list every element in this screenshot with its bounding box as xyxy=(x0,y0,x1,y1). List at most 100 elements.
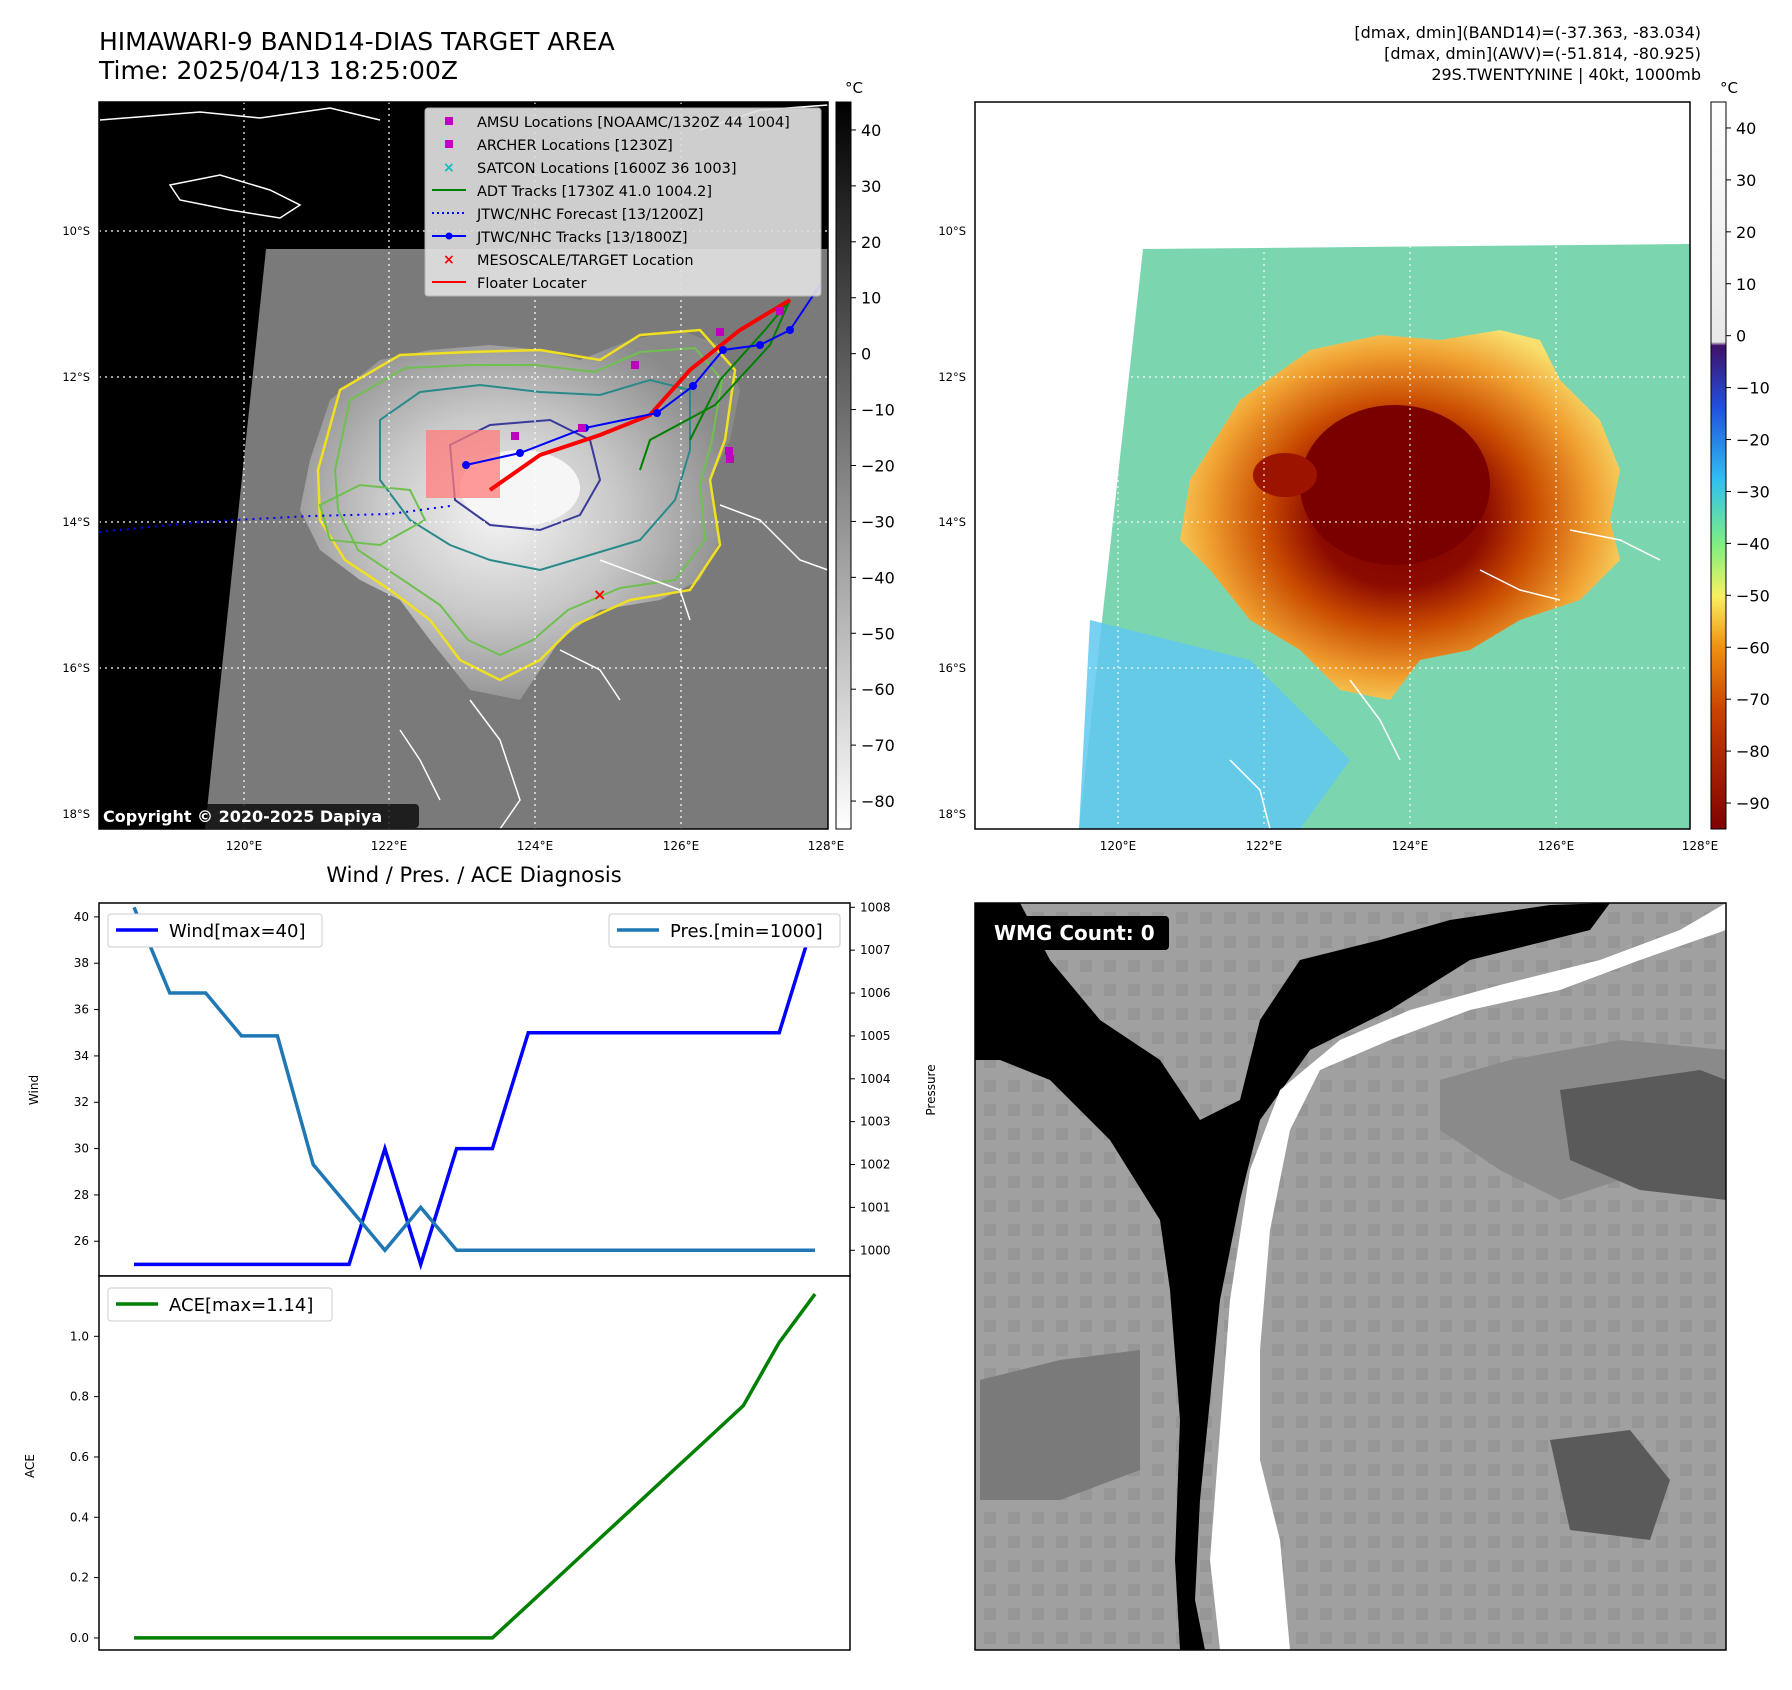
y-tick-label: 28 xyxy=(74,1188,89,1202)
lat-label: 14°S xyxy=(938,515,966,529)
color-colorbar-label: 30 xyxy=(1736,171,1756,190)
storm-info: 29S.TWENTYNINE | 40kt, 1000mb xyxy=(1431,65,1701,84)
wmg-count-label: WMG Count: 0 xyxy=(994,921,1155,945)
y-tick-label: 30 xyxy=(74,1142,89,1156)
lon-label: 122°E xyxy=(1246,839,1283,853)
legend-label: AMSU Locations [NOAAMC/1320Z 44 1004] xyxy=(477,115,790,131)
y-tick-label: 36 xyxy=(74,1003,89,1017)
lat-label: 10°S xyxy=(938,224,966,238)
legend-marker-satcon: × xyxy=(443,160,455,176)
wmg-white-band xyxy=(1210,903,1726,1650)
color-colorbar-label: −80 xyxy=(1736,742,1770,761)
gray-map-panel: × × × AMSU Locations [NOAAMC/1320Z 44 10… xyxy=(62,101,845,853)
color-colorbar-label: −40 xyxy=(1736,534,1770,553)
legend-label: MESOSCALE/TARGET Location xyxy=(477,253,694,269)
legend-marker-amsu xyxy=(445,117,453,125)
y-tick-label-right: 1004 xyxy=(860,1072,891,1086)
legend-label: JTWC/NHC Forecast [13/1200Z] xyxy=(476,207,703,223)
lon-label: 126°E xyxy=(663,839,700,853)
color-colorbar-label: −30 xyxy=(1736,482,1770,501)
color-colorbar-label: −20 xyxy=(1736,431,1770,450)
y-tick-label-right: 1005 xyxy=(860,1029,891,1043)
color-map-panel: 10°S 12°S 14°S 16°S 18°S 120°E 122°E 124… xyxy=(938,101,1718,853)
legend-label: SATCON Locations [1600Z 36 1003] xyxy=(477,161,736,177)
lon-label: 128°E xyxy=(808,839,845,853)
cold-sea-region xyxy=(1079,620,1350,829)
lat-label: 18°S xyxy=(938,807,966,821)
y-tick-label: 0.4 xyxy=(70,1510,89,1524)
color-colorbar-label: −90 xyxy=(1736,794,1770,813)
y-tick-label-right: 1007 xyxy=(860,943,891,957)
forecast-track xyxy=(98,505,451,533)
ace-axis-ticks: 0.0 0.2 0.4 0.6 0.8 1.0 xyxy=(70,1329,99,1645)
lon-label: 124°E xyxy=(517,839,554,853)
legend-label: ADT Tracks [1730Z 41.0 1004.2] xyxy=(477,184,712,200)
target-marker: × xyxy=(593,585,606,604)
y-tick-label-right: 1003 xyxy=(860,1115,891,1129)
gray-colorbar-label: −10 xyxy=(861,401,895,420)
color-colorbar-label: −70 xyxy=(1736,690,1770,709)
y-tick-label-right: 1000 xyxy=(860,1243,891,1257)
lat-label: 18°S xyxy=(62,807,90,821)
y-axis-label-pressure: Pressure xyxy=(924,1064,938,1115)
y-tick-label: 34 xyxy=(74,1049,89,1063)
gray-colorbar-label: 20 xyxy=(861,233,881,252)
y-tick-label: 0.6 xyxy=(70,1450,89,1464)
y-tick-label: 26 xyxy=(74,1234,89,1248)
color-colorbar-label: −10 xyxy=(1736,379,1770,398)
lat-label: 10°S xyxy=(62,224,90,238)
contour-purple xyxy=(448,418,602,532)
pressure-axis-ticks: 1000 1001 1002 1003 1004 1005 1006 1007 1008 xyxy=(850,900,891,1257)
lat-label: 12°S xyxy=(62,370,90,384)
copyright-label: Copyright © 2020-2025 Dapiya xyxy=(103,807,382,826)
wind-line xyxy=(134,916,817,1271)
y-tick-label: 40 xyxy=(74,910,89,924)
legend-label: ARCHER Locations [1230Z] xyxy=(477,138,673,154)
contour-green xyxy=(333,346,724,657)
color-colorbar-label: −60 xyxy=(1736,638,1770,657)
color-colorbar: °C 40 30 20 10 0 −10 −20 −30 −40 −50 −60 −70 −80 −90 xyxy=(1710,79,1770,830)
wmg-dark-patch xyxy=(1560,1070,1726,1200)
y-tick-label-right: 1001 xyxy=(860,1200,891,1214)
coastline-south xyxy=(1229,529,1661,830)
colorbar-unit: °C xyxy=(1720,79,1738,97)
contour-yellow xyxy=(316,328,737,682)
legend-marker-target: × xyxy=(443,252,455,268)
wmg-panel: WMG Count: 0 xyxy=(974,902,1727,1651)
gray-colorbar-label: −80 xyxy=(861,792,895,811)
figure-title: HIMAWARI-9 BAND14-DIAS TARGET AREA xyxy=(99,27,615,56)
gray-colorbar-label: 30 xyxy=(861,177,881,196)
gray-colorbar: °C 40 30 20 10 0 −10 −20 −30 −40 −50 −60 −70 −80 xyxy=(835,79,895,830)
ace-legend-label: ACE[max=1.14] xyxy=(169,1295,313,1316)
lon-label: 126°E xyxy=(1538,839,1575,853)
wmg-dark-patch xyxy=(1550,1430,1670,1540)
legend-marker-jtwc xyxy=(432,232,466,240)
y-axis-label-ace: ACE xyxy=(23,1454,37,1478)
pressure-legend-label: Pres.[min=1000] xyxy=(670,921,823,942)
color-colorbar-label: 0 xyxy=(1736,327,1746,346)
gray-colorbar-label: 40 xyxy=(861,121,881,140)
coastline-south xyxy=(399,504,829,830)
y-axis-label-wind: Wind xyxy=(27,1075,41,1105)
lon-label: 124°E xyxy=(1392,839,1429,853)
colorbar-unit: °C xyxy=(845,79,863,97)
diagnosis-title: Wind / Pres. / ACE Diagnosis xyxy=(326,863,621,887)
gray-colorbar-label: −40 xyxy=(861,568,895,587)
stats-awv: [dmax, dmin](AWV)=(-51.814, -80.925) xyxy=(1384,44,1701,63)
gray-colorbar-label: 0 xyxy=(861,345,871,364)
adt-track xyxy=(639,299,791,471)
y-tick-label: 0.0 xyxy=(70,1631,89,1645)
lon-label: 120°E xyxy=(1100,839,1137,853)
legend-label: JTWC/NHC Tracks [13/1800Z] xyxy=(476,230,688,246)
color-colorbar-label: 20 xyxy=(1736,223,1756,242)
gray-colorbar-label: −60 xyxy=(861,680,895,699)
gray-colorbar-label: −70 xyxy=(861,736,895,755)
lon-label: 120°E xyxy=(226,839,263,853)
gray-colorbar-label: −30 xyxy=(861,512,895,531)
lat-label: 14°S xyxy=(62,515,90,529)
color-colorbar-ticks: 40 30 20 10 0 −10 −20 −30 −40 −50 −60 −70 −80 −90 xyxy=(1726,119,1770,813)
wind-legend-label: Wind[max=40] xyxy=(169,921,306,942)
gray-colorbar-label: −20 xyxy=(861,457,895,476)
color-colorbar-label: 40 xyxy=(1736,119,1756,138)
